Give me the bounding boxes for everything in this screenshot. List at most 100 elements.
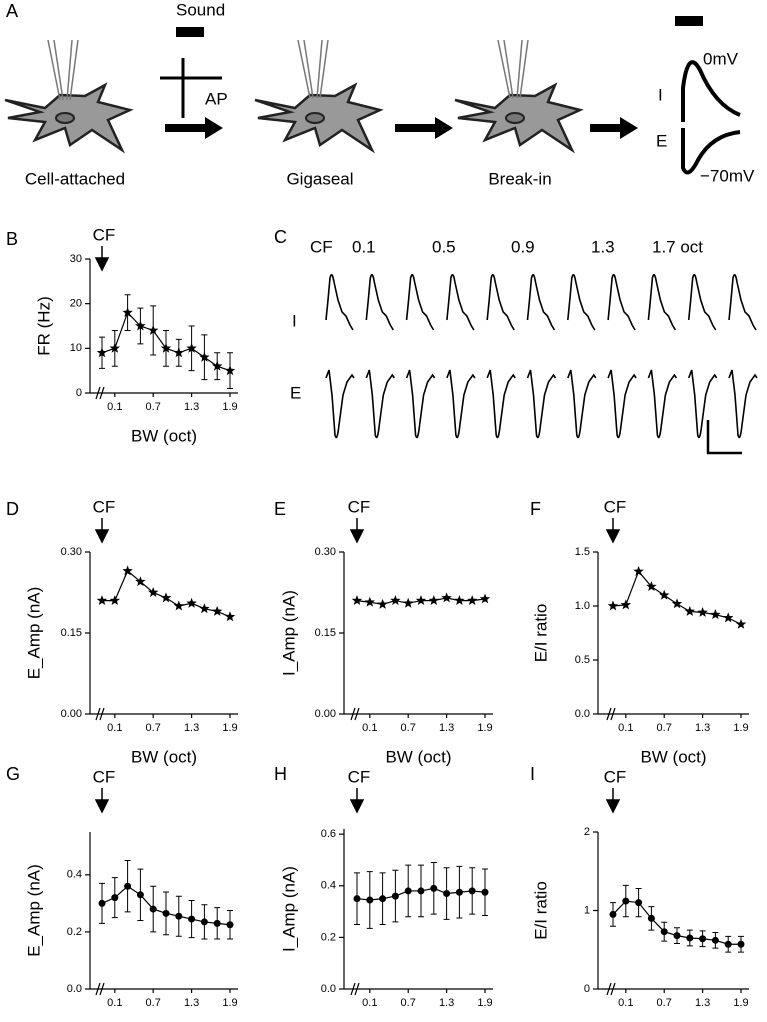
y-axis-label: FR (Hz) <box>34 296 53 355</box>
sound-bar <box>176 27 204 37</box>
e-trace <box>405 369 436 439</box>
y-tick-label: 0.5 <box>575 654 590 666</box>
x-tick-label: 0.1 <box>618 997 633 1009</box>
ap-label: AP <box>205 89 228 108</box>
marker <box>173 347 185 358</box>
x-tick-label: 1.9 <box>477 722 492 734</box>
cells <box>4 82 584 154</box>
axis-break <box>95 386 105 400</box>
y-tick-label: 0.15 <box>61 627 82 639</box>
marker <box>366 896 374 904</box>
annotation: CF <box>93 225 116 244</box>
y-tick-label: 0.30 <box>61 546 82 558</box>
e-trace <box>647 369 678 439</box>
marker <box>673 932 681 940</box>
marker <box>417 887 425 895</box>
marker <box>199 351 210 362</box>
c-header: 1.7 oct <box>652 237 703 256</box>
e-trace <box>325 369 355 439</box>
x-tick-label: 0.7 <box>146 997 161 1009</box>
panel-label: A <box>6 1 18 21</box>
marker <box>147 587 159 597</box>
marker <box>722 612 734 623</box>
nuclei <box>55 112 525 124</box>
marker <box>173 600 185 611</box>
step-label: Gigaseal <box>286 169 353 188</box>
e-trace <box>365 369 395 439</box>
marker <box>211 360 223 371</box>
y-tick-label: 1.5 <box>575 546 590 558</box>
y-tick-label: 1.0 <box>575 600 590 612</box>
y-axis-label: E_Amp (nA) <box>24 587 43 680</box>
x-tick-label: 0.1 <box>362 997 377 1009</box>
panel-label: B <box>6 229 18 249</box>
panel-label: C <box>274 227 287 247</box>
marker <box>468 887 476 895</box>
x-tick-label: 0.1 <box>107 722 122 734</box>
marker <box>122 307 133 318</box>
marker <box>671 598 683 609</box>
c-header: 1.3 <box>591 237 615 256</box>
marker <box>441 592 452 603</box>
e-trace <box>526 369 557 439</box>
marker <box>124 882 132 890</box>
axis-break <box>350 982 360 996</box>
y-tick-label: 10 <box>70 342 82 354</box>
scale-bar <box>706 420 742 455</box>
marker <box>200 918 208 926</box>
e-trace <box>486 369 516 439</box>
axis-break <box>606 707 616 721</box>
x-tick-label: 0.7 <box>657 997 672 1009</box>
x-tick-label: 0.1 <box>107 401 122 413</box>
marker <box>697 606 708 617</box>
y-tick-label: 0 <box>76 387 82 399</box>
y-tick-label: 0.0 <box>575 708 590 720</box>
i-trace <box>607 274 636 331</box>
marker <box>607 600 619 611</box>
x-axis-label: BW (oct) <box>131 747 197 766</box>
marker <box>351 595 363 606</box>
y-axis-label: I_Amp (nA) <box>279 590 298 676</box>
x-tick-label: 1.9 <box>222 722 237 734</box>
marker <box>646 581 657 592</box>
marker <box>660 928 668 936</box>
i-trace <box>567 274 596 331</box>
step-label: Break-in <box>488 169 551 188</box>
y-tick-label: 20 <box>70 298 82 310</box>
marker <box>186 597 197 608</box>
x-tick-label: 0.1 <box>362 722 377 734</box>
marker <box>211 605 223 616</box>
y-tick-label: 0.00 <box>61 708 82 720</box>
axis-break <box>95 707 105 721</box>
marker <box>122 565 133 576</box>
annotation: CF <box>348 497 371 516</box>
marker <box>454 595 465 606</box>
step-label: Cell-attached <box>25 169 125 188</box>
marker <box>686 934 694 942</box>
marker <box>622 897 630 905</box>
trace-label: I <box>658 85 663 104</box>
x-tick-label: 1.3 <box>439 722 454 734</box>
x-tick-label: 1.9 <box>222 997 237 1009</box>
marker <box>699 935 707 943</box>
e-trace <box>567 369 597 439</box>
x-tick-label: 0.7 <box>401 997 416 1009</box>
cf-arrow <box>605 518 621 544</box>
voltage-label: −70mV <box>700 166 755 185</box>
marker <box>377 598 388 609</box>
marker <box>135 320 146 331</box>
marker <box>160 342 172 353</box>
panel-label: E <box>274 499 286 519</box>
marker <box>149 905 157 913</box>
cf-arrow <box>605 788 621 814</box>
cf-arrow <box>94 788 110 814</box>
c-header: 0.1 <box>352 237 376 256</box>
marker <box>160 592 172 603</box>
x-tick-label: 1.3 <box>184 401 199 413</box>
marker <box>98 899 106 907</box>
x-tick-label: 0.1 <box>107 997 122 1009</box>
i-trace <box>647 274 677 331</box>
marker <box>353 895 361 903</box>
x-tick-label: 0.7 <box>146 401 161 413</box>
